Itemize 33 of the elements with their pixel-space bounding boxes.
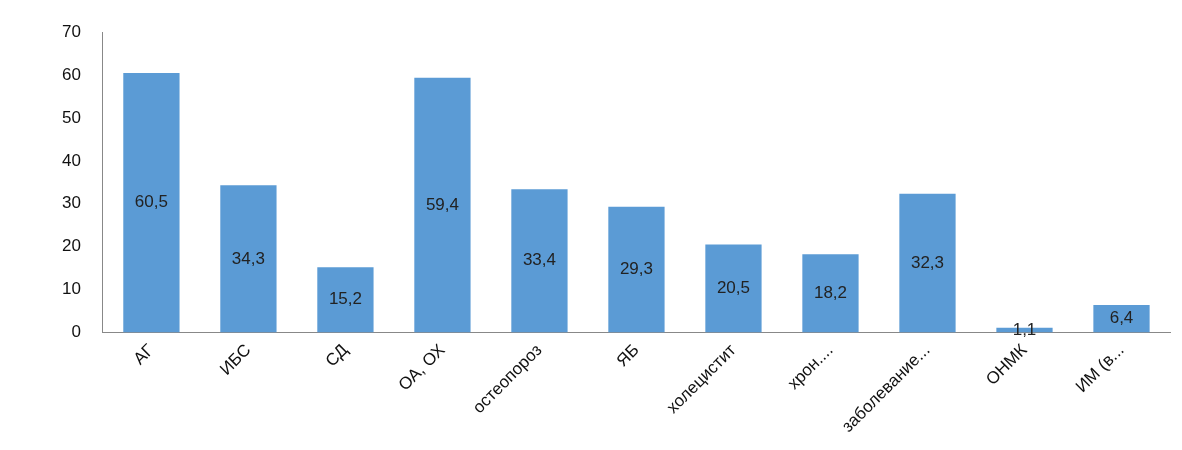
x-tick-label: АГ	[129, 340, 158, 369]
bar	[802, 254, 859, 333]
y-tick-label: 50	[61, 107, 81, 127]
data-label: 32,3	[910, 252, 945, 272]
bar	[608, 206, 665, 333]
bar	[414, 77, 471, 333]
bar	[899, 193, 956, 333]
x-tick-label: ИМ (в...	[1071, 340, 1128, 397]
bar	[511, 189, 568, 333]
y-tick-label: 10	[61, 279, 81, 299]
x-tick-label: СД	[321, 339, 352, 371]
y-tick-label: 60	[61, 64, 81, 84]
bar	[220, 185, 277, 333]
x-tick-label: ОА, ОХ	[394, 340, 449, 395]
bar	[705, 244, 762, 333]
data-label: 6,4	[1109, 308, 1134, 328]
data-label: 18,2	[813, 283, 848, 303]
data-label: 33,4	[522, 250, 556, 270]
y-tick-label: 20	[61, 236, 81, 256]
data-label: 29,3	[619, 259, 653, 279]
y-tick-label: 0	[71, 322, 81, 342]
y-tick-label: 40	[61, 150, 81, 170]
bar	[1093, 304, 1150, 333]
data-label: 60,5	[134, 192, 168, 212]
data-label: 59,4	[425, 194, 459, 214]
bar	[123, 72, 180, 333]
data-label: 20,5	[716, 278, 751, 298]
bar	[317, 267, 374, 333]
y-tick-label: 70	[61, 21, 81, 41]
data-label: 34,3	[231, 248, 265, 268]
x-tick-label: ЯБ	[612, 340, 643, 371]
y-tick-label: 30	[61, 193, 81, 213]
data-label: 15,2	[328, 289, 362, 309]
